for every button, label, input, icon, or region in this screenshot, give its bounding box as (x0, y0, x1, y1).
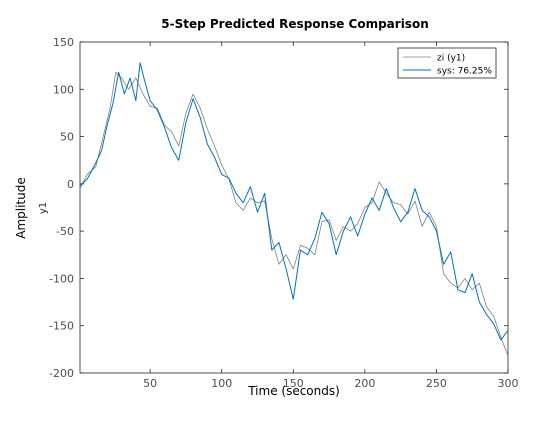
x-tick-label: 250 (426, 377, 447, 390)
series-layer (79, 62, 509, 357)
x-tick-label: 200 (354, 377, 375, 390)
legend-box (397, 47, 497, 79)
series-line-predicted (79, 62, 509, 341)
x-tick-label: 100 (211, 377, 232, 390)
y-tick-label: -50 (56, 225, 74, 238)
y-axis-label-outer: Amplitude (14, 177, 28, 239)
series-line-measured (79, 71, 509, 357)
y-tick-label: 150 (53, 36, 74, 49)
x-axis-label: Time (seconds) (247, 384, 340, 398)
y-tick-label: 0 (67, 178, 74, 191)
axis-ticks: 50 100 150 200 250 300 150 100 50 0 -50 -100 -150 -20… (49, 36, 518, 390)
y-axis-label-inner: y1 (38, 202, 49, 214)
x-tick-label: 300 (498, 377, 519, 390)
x-tick-label: 50 (143, 377, 157, 390)
legend-entry-measured: zi (y1) (437, 54, 465, 64)
x-tick-label: 150 (283, 377, 304, 390)
y-tick-label: -150 (49, 320, 74, 333)
legend-entry-predicted: sys: 76.25% (437, 67, 492, 77)
y-tick-label: -100 (49, 272, 74, 285)
y-tick-label: 100 (53, 83, 74, 96)
chart-title: 5-Step Predicted Response Comparison (161, 17, 429, 31)
y-tick-label: -200 (49, 367, 74, 380)
y-tick-label: 50 (60, 131, 74, 144)
plot-area (79, 41, 509, 374)
legend: zi (y1) sys: 76.25% (397, 47, 497, 79)
